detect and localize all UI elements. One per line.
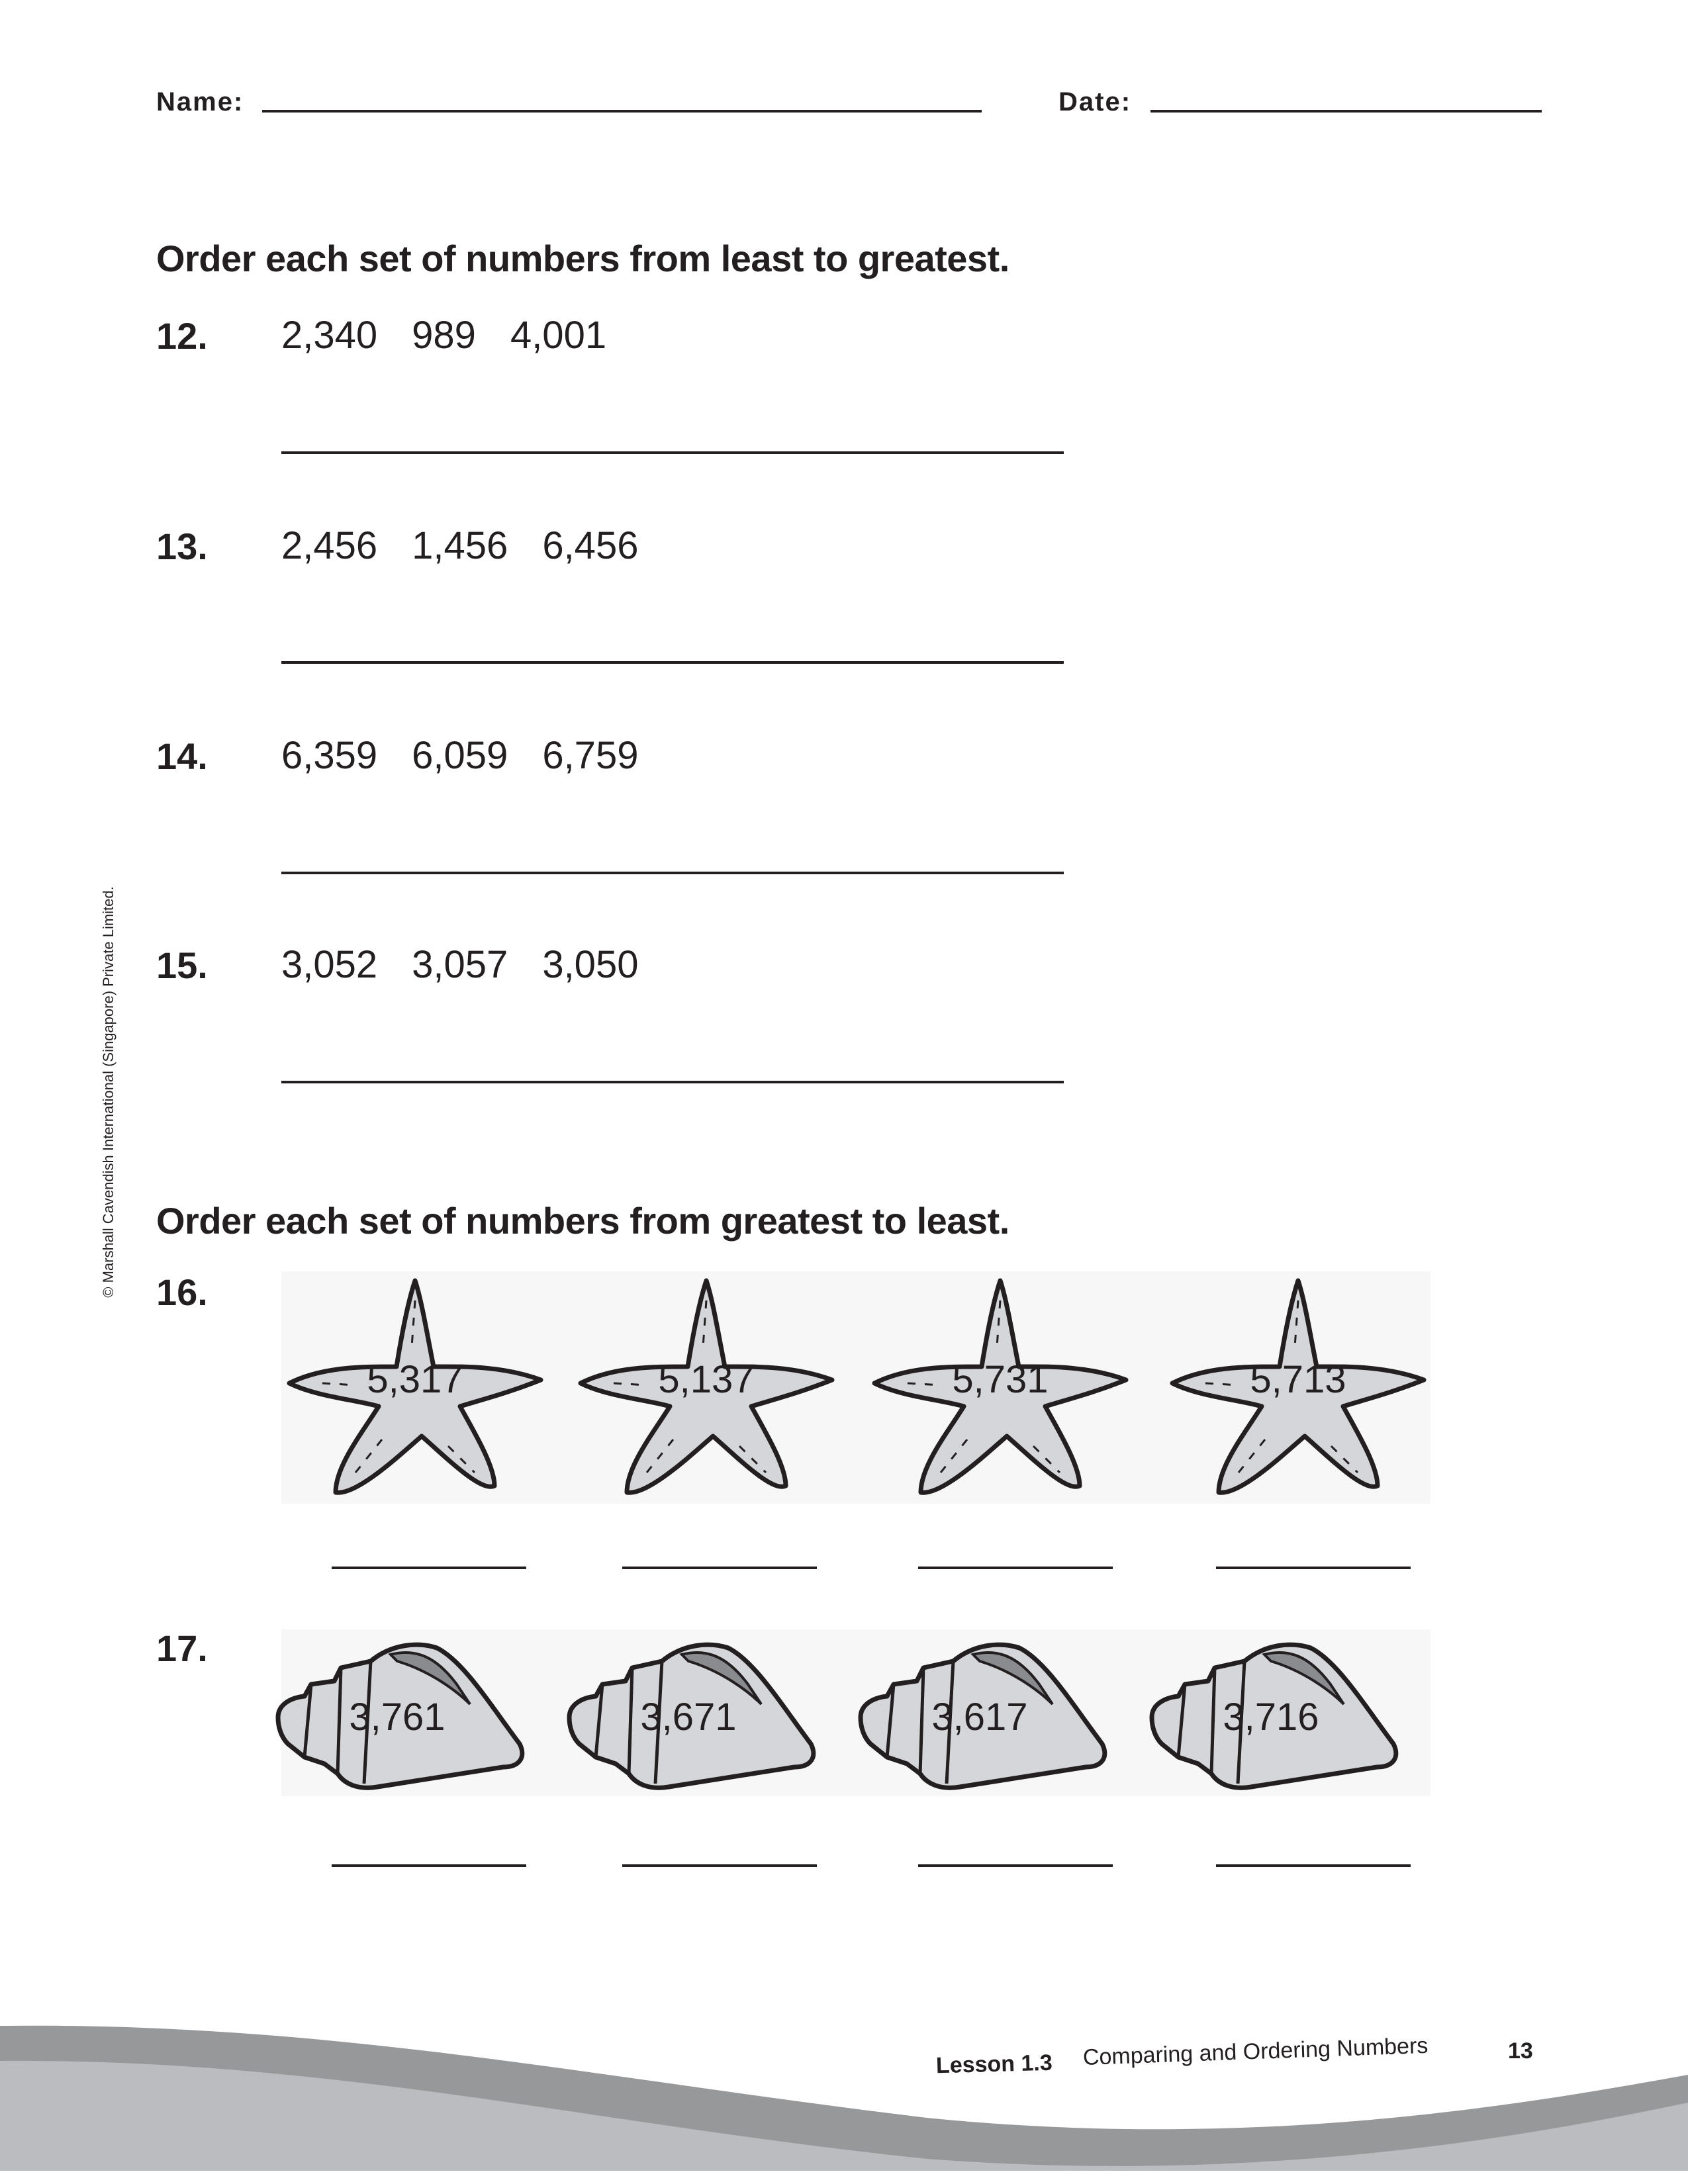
number-set: 6,359 6,059 6,759 [281,733,673,778]
number-value: 4,001 [510,314,607,357]
date-field[interactable] [1150,110,1542,113]
answer-line[interactable] [281,1081,1064,1083]
instruction-least-to-greatest: Order each set of numbers from least to … [156,238,1009,279]
number-set: 2,340 989 4,001 [281,313,641,357]
number-set: 3,052 3,057 3,050 [281,942,673,987]
answer-line[interactable] [918,1567,1113,1569]
number-value: 3,057 [412,943,508,986]
answer-line[interactable] [281,872,1064,874]
number-value: 3,050 [542,943,639,986]
number-value: 3,716 [1223,1696,1319,1739]
number-value: 5,317 [367,1358,463,1401]
number-value: 5,731 [952,1358,1049,1401]
question-number: 17. [156,1627,208,1669]
answer-line[interactable] [622,1567,817,1569]
question-number: 14. [156,735,208,777]
number-value: 6,759 [542,734,639,777]
starfish-card: 5,137 [567,1274,845,1499]
answer-line[interactable] [1216,1567,1411,1569]
answer-line[interactable] [281,451,1064,454]
number-value: 3,617 [931,1696,1028,1739]
question-number: 13. [156,525,208,567]
number-value: 3,671 [640,1696,737,1739]
starfish-icon [567,1278,845,1502]
number-value: 2,456 [281,524,378,567]
starfish-icon [276,1278,554,1502]
answer-line[interactable] [281,661,1064,664]
starfish-card: 5,731 [861,1274,1139,1499]
number-value: 1,456 [412,524,508,567]
starfish-card: 5,713 [1159,1274,1437,1499]
copyright-notice: © Marshall Cavendish International (Sing… [100,886,117,1298]
number-value: 989 [412,314,476,357]
question-number: 12. [156,315,208,357]
question-number: 16. [156,1271,208,1313]
answer-line[interactable] [332,1864,526,1867]
seashell-icon [258,1642,536,1799]
question-number: 15. [156,944,208,986]
name-label: Name: [156,87,244,116]
number-value: 6,456 [542,524,639,567]
footer-lesson: Lesson 1.3 [935,2050,1053,2079]
number-value: 3,761 [349,1696,445,1739]
answer-line[interactable] [332,1567,526,1569]
seashell-card: 3,617 [841,1631,1119,1797]
answer-line[interactable] [1216,1864,1411,1867]
starfish-card: 5,317 [276,1274,554,1499]
footer-wave [0,2025,1688,2184]
answer-line[interactable] [918,1864,1113,1867]
name-field[interactable] [262,110,982,113]
number-value: 2,340 [281,314,378,357]
seashell-icon [841,1642,1119,1799]
seashell-icon [549,1642,827,1799]
number-value: 6,059 [412,734,508,777]
page-number: 13 [1508,2038,1533,2064]
seashell-icon [1132,1642,1410,1799]
number-value: 6,359 [281,734,378,777]
number-set: 2,456 1,456 6,456 [281,523,673,568]
seashell-card: 3,716 [1132,1631,1410,1797]
instruction-greatest-to-least: Order each set of numbers from greatest … [156,1200,1009,1242]
date-label: Date: [1058,87,1132,116]
number-value: 5,137 [658,1358,755,1401]
number-value: 3,052 [281,943,378,986]
starfish-icon [1159,1278,1437,1502]
seashell-card: 3,671 [549,1631,827,1797]
answer-line[interactable] [622,1864,817,1867]
number-value: 5,713 [1250,1358,1346,1401]
starfish-icon [861,1278,1139,1502]
seashell-card: 3,761 [258,1631,536,1797]
